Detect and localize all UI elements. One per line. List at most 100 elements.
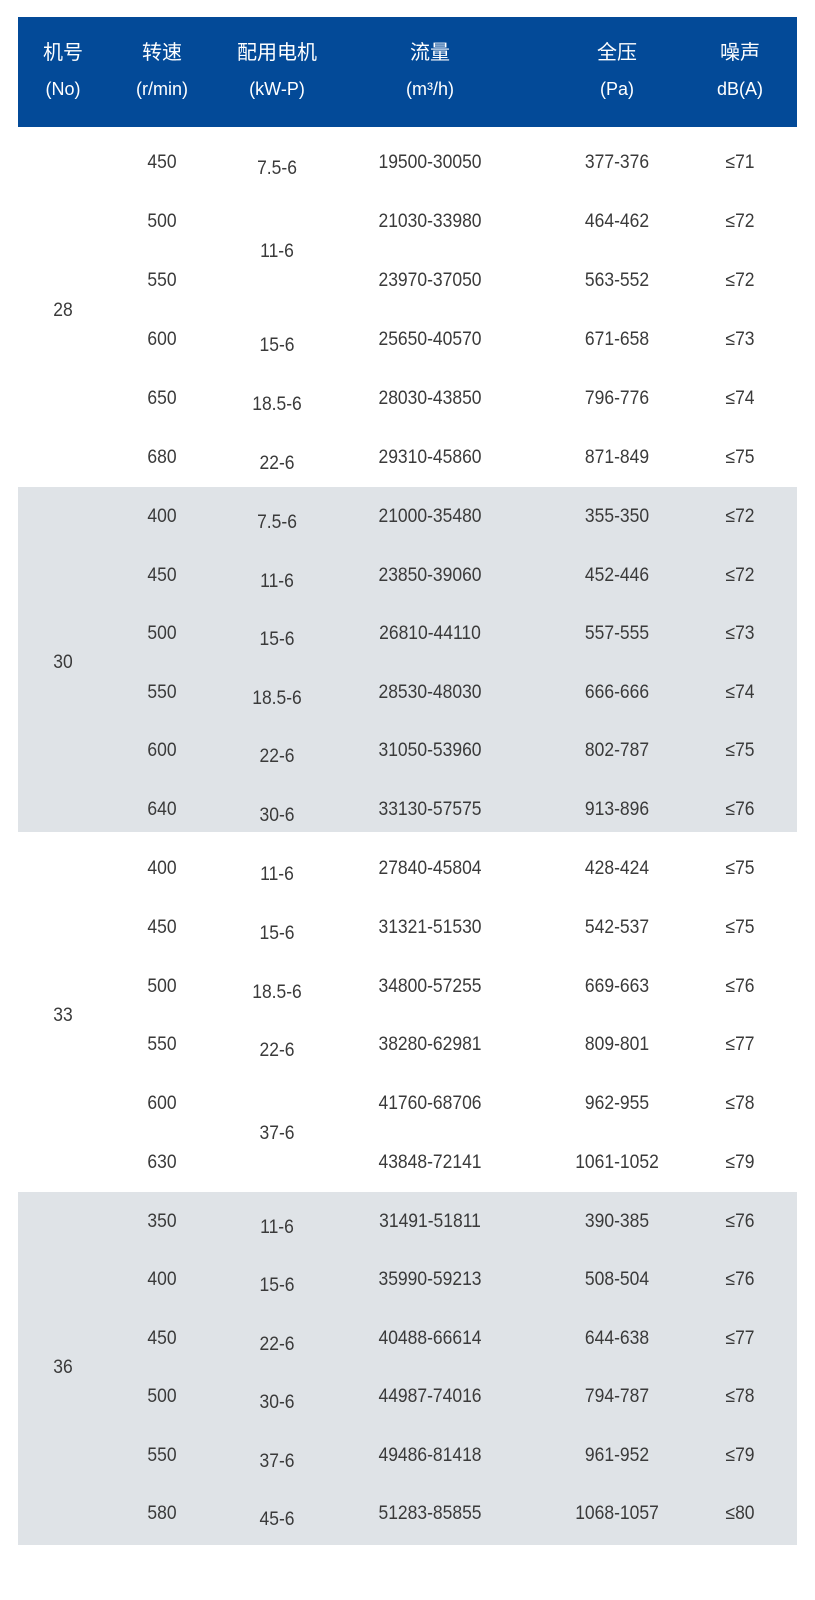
cell-flow: 33130-57575: [378, 798, 482, 820]
model-number: 36: [53, 1357, 73, 1378]
model-number: 30: [53, 652, 73, 674]
cell-speed: 600: [147, 1093, 177, 1115]
cell-pressure: 871-849: [584, 447, 650, 468]
cell-speed: 450: [147, 152, 177, 173]
cell-pressure: 913-896: [584, 798, 650, 820]
cell-flow: 38280-62981: [378, 1034, 482, 1056]
cell-pressure: 1068-1057: [575, 1503, 659, 1524]
cell-motor: 22-6: [259, 453, 295, 474]
cell-noise: ≤72: [725, 564, 755, 586]
cell-pressure: 666-666: [584, 681, 650, 703]
cell-flow: 23850-39060: [378, 564, 482, 586]
cell-flow: 29310-45860: [378, 447, 482, 468]
header-unit: (kW-P): [249, 79, 305, 99]
cell-pressure: 794-787: [584, 1386, 650, 1408]
cell-noise: ≤80: [725, 1503, 755, 1524]
header-unit: dB(A): [716, 79, 763, 99]
cell-noise: ≤75: [725, 858, 755, 879]
cell-flow: 49486-81418: [378, 1444, 482, 1466]
cell-noise: ≤76: [725, 798, 755, 820]
cell-motor: 11-6: [260, 570, 294, 592]
header-column: 流量 (m³/h): [360, 35, 500, 107]
cell-pressure: 563-552: [584, 270, 650, 291]
cell-noise: ≤79: [725, 1152, 755, 1173]
cell-speed: 400: [147, 858, 177, 879]
cell-noise: ≤74: [725, 388, 755, 409]
cell-speed: 400: [147, 506, 177, 527]
cell-noise: ≤75: [725, 916, 755, 938]
cell-motor: 30-6: [259, 1392, 295, 1414]
cell-speed: 650: [147, 388, 177, 409]
cell-motor: 11-6: [260, 240, 294, 262]
cell-speed: 550: [147, 1034, 177, 1056]
cell-speed: 640: [147, 798, 177, 820]
cell-motor: 22-6: [259, 1040, 295, 1062]
cell-flow: 44987-74016: [378, 1386, 482, 1408]
header-title: 噪声: [720, 42, 760, 64]
cell-motor: 15-6: [259, 335, 295, 356]
cell-speed: 600: [147, 329, 177, 350]
cell-pressure: 669-663: [584, 975, 650, 997]
table-header: 机号 (No) 转速 (r/min) 配用电机 (kW-P) 流量 (m³/h) 全压 (Pa) 噪…: [18, 17, 797, 127]
cell-pressure: 452-446: [584, 564, 650, 586]
fan-model-group: 33 400 11-6 27840-45804 428-424 ≤75 450 15-6 313…: [18, 832, 797, 1192]
cell-speed: 550: [147, 1444, 177, 1466]
cell-motor: 30-6: [259, 804, 295, 826]
cell-flow: 21000-35480: [378, 506, 482, 527]
header-column: 全压 (Pa): [547, 35, 687, 107]
cell-motor: 18.5-6: [252, 687, 302, 709]
cell-pressure: 542-537: [584, 916, 650, 938]
cell-flow: 43848-72141: [378, 1152, 482, 1173]
cell-noise: ≤74: [725, 681, 755, 703]
cell-speed: 400: [147, 1269, 177, 1291]
cell-flow: 28030-43850: [378, 388, 482, 409]
cell-noise: ≤78: [725, 1093, 755, 1115]
cell-motor: 22-6: [259, 746, 295, 767]
cell-noise: ≤78: [725, 1386, 755, 1408]
header-column: 噪声 dB(A): [670, 35, 810, 107]
cell-flow: 28530-48030: [378, 681, 482, 703]
header-title: 机号: [43, 42, 83, 64]
cell-motor: 15-6: [259, 629, 295, 650]
cell-motor: 37-6: [259, 1450, 295, 1472]
cell-pressure: 390-385: [584, 1211, 650, 1232]
cell-motor: 15-6: [259, 922, 295, 944]
cell-noise: ≤72: [725, 211, 755, 232]
model-number: 28: [53, 299, 73, 321]
cell-noise: ≤77: [725, 1327, 755, 1349]
cell-pressure: 428-424: [584, 858, 650, 879]
cell-speed: 630: [147, 1152, 177, 1173]
cell-pressure: 809-801: [584, 1034, 650, 1056]
cell-pressure: 1061-1052: [575, 1152, 659, 1173]
cell-flow: 31050-53960: [378, 740, 482, 761]
cell-pressure: 796-776: [584, 388, 650, 409]
cell-noise: ≤75: [725, 447, 755, 468]
cell-flow: 41760-68706: [378, 1093, 482, 1115]
cell-motor: 11-6: [260, 864, 294, 885]
cell-flow: 19500-30050: [378, 152, 482, 173]
cell-pressure: 377-376: [584, 152, 650, 173]
header-column: 配用电机 (kW-P): [207, 35, 347, 107]
cell-flow: 25650-40570: [378, 329, 482, 350]
cell-motor: 22-6: [259, 1333, 295, 1355]
cell-pressure: 644-638: [584, 1327, 650, 1349]
cell-noise: ≤71: [725, 152, 755, 173]
cell-speed: 550: [147, 681, 177, 703]
header-unit: (m³/h): [406, 79, 454, 99]
cell-pressure: 961-952: [584, 1444, 650, 1466]
cell-noise: ≤76: [725, 1269, 755, 1291]
cell-motor: 37-6: [259, 1122, 295, 1144]
cell-pressure: 508-504: [584, 1269, 650, 1291]
cell-pressure: 962-955: [584, 1093, 650, 1115]
cell-noise: ≤76: [725, 975, 755, 997]
fan-model-group: 36 350 11-6 31491-51811 390-385 ≤76 400 15-6 359…: [18, 1192, 797, 1545]
model-number: 33: [53, 1005, 73, 1026]
cell-motor: 18.5-6: [252, 394, 302, 415]
cell-pressure: 464-462: [584, 211, 650, 232]
cell-noise: ≤75: [725, 740, 755, 761]
cell-speed: 500: [147, 623, 177, 644]
cell-motor: 15-6: [259, 1275, 295, 1297]
cell-flow: 34800-57255: [378, 975, 482, 997]
cell-flow: 26810-44110: [379, 623, 481, 644]
cell-motor: 18.5-6: [252, 981, 302, 1003]
